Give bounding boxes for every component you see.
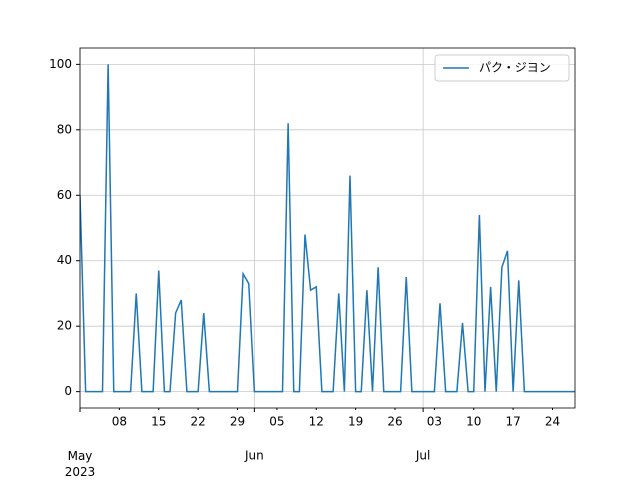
y-tick-label: 40	[57, 253, 72, 267]
x-tick-label: Jul	[415, 449, 430, 463]
x-tick-label: Jun	[244, 449, 264, 463]
legend-label: パク・ジヨン	[479, 61, 551, 75]
y-tick-label: 0	[64, 384, 72, 398]
x-tick-label: 19	[348, 415, 363, 429]
y-tick-label: 20	[57, 319, 72, 333]
x-tick-label: 24	[545, 415, 560, 429]
y-tick-label: 60	[57, 188, 72, 202]
x-tick-label: 22	[190, 415, 205, 429]
x-tick-label: 12	[309, 415, 324, 429]
x-tick-label: 08	[112, 415, 127, 429]
y-tick-label: 100	[49, 57, 72, 71]
x-tick-label: 10	[466, 415, 481, 429]
plot	[80, 64, 575, 393]
x-tick-label: 17	[505, 415, 520, 429]
x-tick-label: May 2023	[65, 449, 96, 479]
legend-box	[434, 54, 570, 82]
y-tick-label: 80	[57, 122, 72, 136]
data-line	[80, 64, 575, 393]
x-tick-label: 29	[230, 415, 245, 429]
x-tick-label: 05	[269, 415, 284, 429]
plot-frame	[79, 47, 576, 409]
x-tick-label: 03	[427, 415, 442, 429]
x-tick-label: 15	[151, 415, 166, 429]
x-tick-label: 26	[387, 415, 402, 429]
